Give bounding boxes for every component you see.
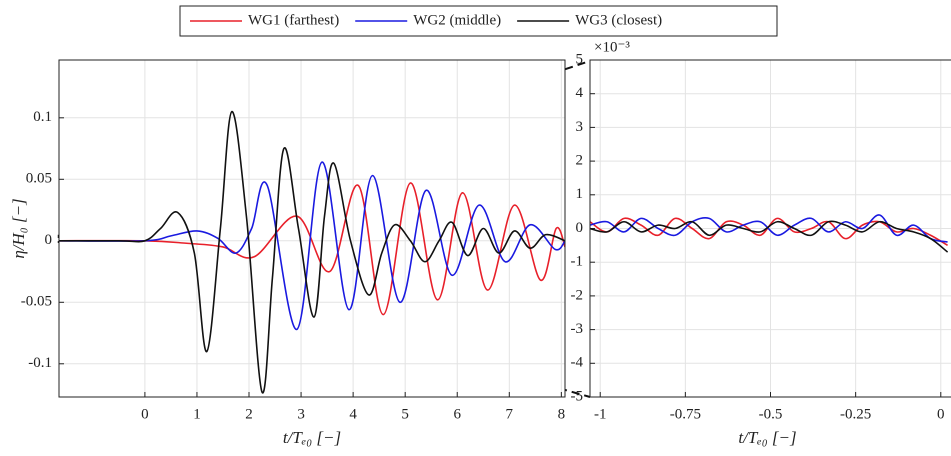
x-axis-label: t/Tₑ₀ [−] bbox=[283, 428, 341, 447]
x-tick-label: -0.5 bbox=[759, 406, 783, 422]
y-tick-label: 0.1 bbox=[33, 109, 52, 125]
y-tick-label: 0.05 bbox=[26, 171, 52, 187]
y-tick-label: -2 bbox=[571, 287, 584, 303]
plot-frame bbox=[589, 59, 951, 398]
y-tick-label: -1 bbox=[571, 254, 584, 270]
y-multiplier: ×10⁻³ bbox=[594, 39, 630, 55]
y-tick-label: 4 bbox=[576, 85, 584, 101]
plot-frame bbox=[58, 59, 566, 398]
x-tick-label: 0 bbox=[141, 406, 149, 422]
series-line bbox=[59, 182, 565, 316]
series-line bbox=[590, 220, 949, 253]
x-tick-label: 7 bbox=[506, 406, 514, 422]
x-tick-label: -1 bbox=[594, 406, 607, 422]
series-line bbox=[59, 161, 565, 331]
y-tick-label: -5 bbox=[571, 388, 584, 404]
y-tick-label: 0 bbox=[576, 220, 584, 236]
y-axis-label: η/H₀ [−] bbox=[9, 198, 28, 258]
legend-label: WG1 (farthest) bbox=[248, 12, 339, 28]
legend-box bbox=[179, 5, 778, 37]
x-tick-label: 0 bbox=[937, 406, 945, 422]
y-tick-label: -0.05 bbox=[21, 294, 52, 310]
x-tick-label: 2 bbox=[245, 406, 253, 422]
y-tick-label: 3 bbox=[576, 119, 584, 135]
x-tick-label: 3 bbox=[297, 406, 305, 422]
y-tick-label: -3 bbox=[571, 321, 584, 337]
x-tick-label: 1 bbox=[193, 406, 201, 422]
x-tick-label: 5 bbox=[401, 406, 409, 422]
y-tick-label: -0.1 bbox=[28, 355, 52, 371]
legend-label: WG3 (closest) bbox=[575, 12, 662, 28]
y-tick-label: -4 bbox=[571, 355, 584, 371]
y-tick-label: 1 bbox=[576, 186, 584, 202]
y-tick-label: 2 bbox=[576, 153, 584, 169]
x-tick-label: 4 bbox=[349, 406, 357, 422]
x-tick-label: -0.25 bbox=[840, 406, 871, 422]
legend-label: WG2 (middle) bbox=[413, 12, 501, 28]
x-axis-label: t/Tₑ₀ [−] bbox=[738, 428, 796, 447]
x-tick-label: -0.75 bbox=[670, 406, 701, 422]
y-tick-label: 5 bbox=[576, 51, 584, 67]
y-tick-label: 0 bbox=[45, 232, 53, 248]
series-line bbox=[59, 110, 565, 394]
x-tick-label: 6 bbox=[453, 406, 461, 422]
x-tick-label: 8 bbox=[558, 406, 566, 422]
